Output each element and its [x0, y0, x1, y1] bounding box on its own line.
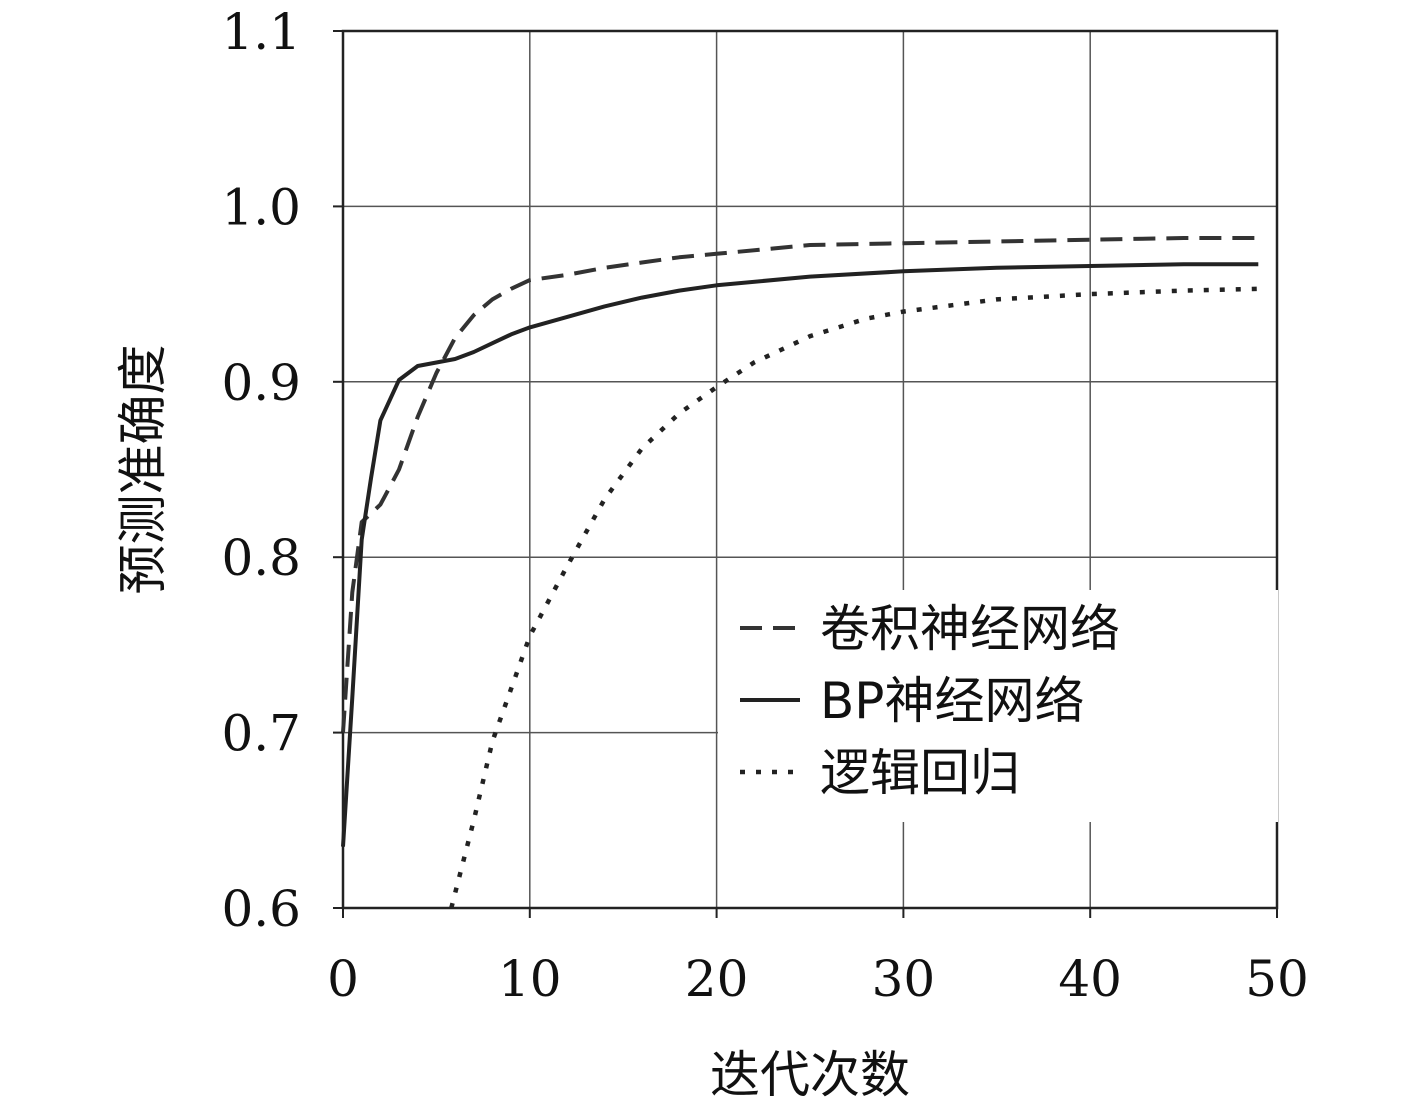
x-tick-label: 30 [872, 950, 936, 1008]
x-tick-label: 10 [498, 950, 562, 1008]
series-line-2 [341, 262, 1259, 847]
x-tick-label: 40 [1058, 950, 1122, 1008]
series-lines [341, 236, 1259, 909]
y-tick-label: 0.9 [221, 354, 301, 412]
y-tick-label: 0.6 [221, 880, 301, 938]
y-tick-label: 0.8 [221, 529, 301, 587]
y-tick-label: 0.7 [221, 705, 301, 763]
legend-label: BP神经网络 [820, 672, 1084, 730]
y-axis-ticks: 0.6 0.7 0.8 0.9 1.0 1.1 [221, 3, 343, 938]
y-axis-title: 预测准确度 [114, 345, 172, 595]
series-line-3 [449, 286, 1259, 909]
y-tick-label: 1.1 [221, 3, 301, 61]
x-tick-label: 20 [685, 950, 749, 1008]
plot-frame [341, 29, 1279, 910]
x-axis-title: 迭代次数 [710, 1046, 910, 1104]
y-tick-label: 1.0 [221, 178, 301, 236]
legend-box [718, 590, 1278, 822]
series-line-1 [341, 236, 1259, 733]
x-axis-ticks: 0 10 20 30 40 50 [327, 908, 1309, 1008]
x-tick-label: 50 [1245, 950, 1309, 1008]
legend-label: 卷积神经网络 [820, 600, 1120, 658]
legend-label: 逻辑回归 [820, 744, 1020, 802]
x-tick-label: 0 [327, 950, 359, 1008]
